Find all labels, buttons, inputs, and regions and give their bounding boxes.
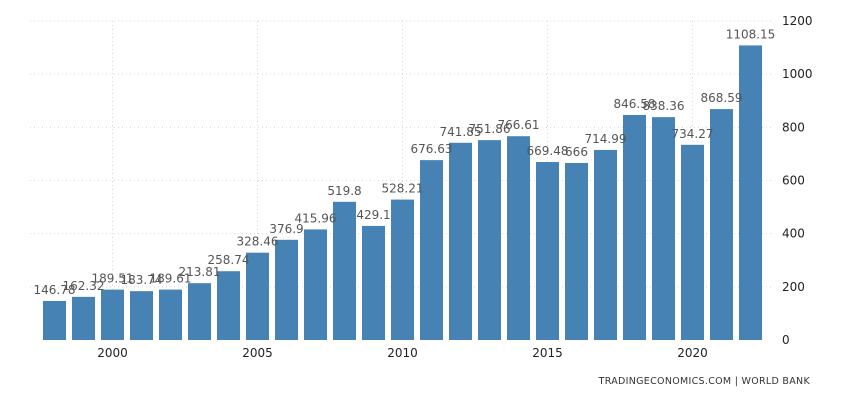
bar [43, 300, 66, 340]
data-label: 183.74 [121, 273, 163, 287]
data-label: 766.61 [498, 118, 540, 132]
bar [420, 160, 443, 340]
bar [681, 144, 704, 340]
bar [536, 162, 559, 340]
data-label: 741.85 [440, 125, 482, 139]
data-label: 838.36 [643, 99, 685, 113]
data-label: 868.59 [701, 91, 743, 105]
y-tick-label: 1200 [782, 14, 813, 28]
data-label: 146.78 [34, 283, 76, 297]
data-label: 846.58 [614, 97, 656, 111]
data-label: 162.32 [63, 279, 105, 293]
data-label: 676.63 [411, 142, 453, 156]
bar [362, 225, 385, 340]
data-label: 415.96 [295, 211, 337, 225]
y-tick-label: 1000 [782, 67, 813, 81]
y-tick-label: 400 [782, 227, 805, 241]
y-tick-label: 600 [782, 174, 805, 188]
bar [246, 252, 269, 340]
bar [594, 149, 617, 340]
bar [623, 114, 646, 341]
bar [391, 199, 414, 340]
bars [43, 45, 762, 341]
bar [159, 289, 182, 340]
data-label: 376.9 [269, 222, 303, 236]
y-tick-label: 800 [782, 120, 805, 134]
data-label: 751.86 [469, 122, 511, 136]
y-tick-label: 0 [782, 333, 790, 347]
data-label: 1108.15 [726, 27, 776, 41]
data-label: 734.27 [672, 127, 714, 141]
bar [333, 201, 356, 340]
bar [304, 229, 327, 340]
bar [130, 291, 153, 340]
bar [507, 136, 530, 340]
data-label: 189.51 [92, 272, 134, 286]
bar [565, 162, 588, 340]
x-tick-label: 2020 [677, 346, 708, 360]
x-axis-ticks: 2000 2005 2010 2015 2020 [97, 346, 708, 360]
data-label: 714.99 [585, 132, 627, 146]
bar [449, 142, 472, 340]
x-tick-label: 2005 [242, 346, 273, 360]
data-label: 213.81 [179, 265, 221, 279]
x-tick-label: 2015 [532, 346, 563, 360]
data-label: 189.61 [150, 272, 192, 286]
bar [188, 283, 211, 340]
bar [478, 140, 501, 340]
bar [275, 239, 298, 340]
data-label: 258.74 [208, 253, 250, 267]
bar [652, 117, 675, 341]
bar [101, 289, 124, 340]
data-label: 666 [565, 145, 588, 159]
data-label: 429.1 [356, 208, 390, 222]
data-label: 669.48 [527, 144, 569, 158]
bar [710, 109, 733, 340]
bar [72, 296, 95, 340]
x-tick-label: 2000 [97, 346, 128, 360]
data-label: 328.46 [237, 235, 279, 249]
y-tick-label: 200 [782, 280, 805, 294]
data-labels: 146.78162.32189.51183.74189.61213.81258.… [34, 27, 776, 297]
y-axis-ticks: 0 200 400 600 800 1000 1200 [782, 14, 813, 347]
bar [739, 45, 762, 341]
data-label: 519.8 [327, 184, 361, 198]
source-credit: TRADINGECONOMICS.COM | WORLD BANK [598, 376, 810, 387]
x-tick-label: 2010 [387, 346, 418, 360]
data-label: 528.21 [382, 182, 424, 196]
bar [217, 271, 240, 340]
